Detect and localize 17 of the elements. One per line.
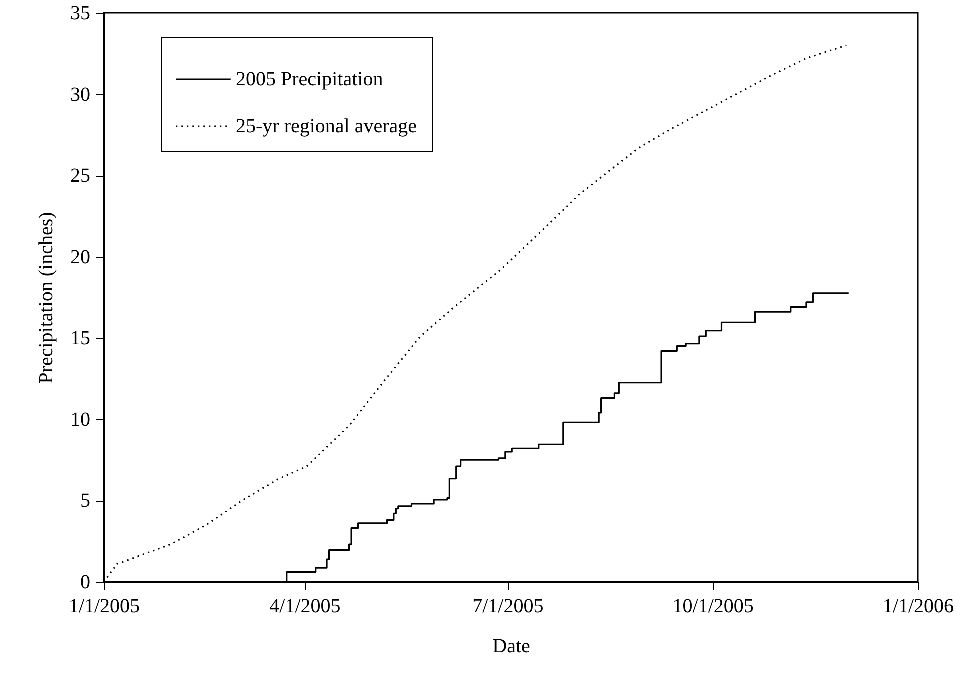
y-tick-label: 35 xyxy=(70,2,90,24)
x-tick-label: 1/1/2006 xyxy=(882,596,954,618)
legend-label: 2005 Precipitation xyxy=(236,68,384,90)
x-tick-label: 7/1/2005 xyxy=(472,596,544,618)
y-axis-title: Precipitation (inches) xyxy=(36,212,58,384)
y-tick-label: 20 xyxy=(70,246,90,268)
y-tick-label: 15 xyxy=(70,328,90,350)
x-axis-title: Date xyxy=(492,636,530,658)
x-tick-label: 1/1/2005 xyxy=(68,596,140,618)
x-tick-label: 10/1/2005 xyxy=(672,596,754,618)
y-tick-label: 0 xyxy=(80,572,90,594)
x-tick-label: 4/1/2005 xyxy=(270,596,341,618)
legend-label: 25-yr regional average xyxy=(236,116,418,138)
y-tick-label: 10 xyxy=(70,408,90,431)
y-tick-label: 30 xyxy=(70,84,90,106)
y-tick-label: 5 xyxy=(80,490,90,512)
y-tick-label: 25 xyxy=(70,165,90,188)
